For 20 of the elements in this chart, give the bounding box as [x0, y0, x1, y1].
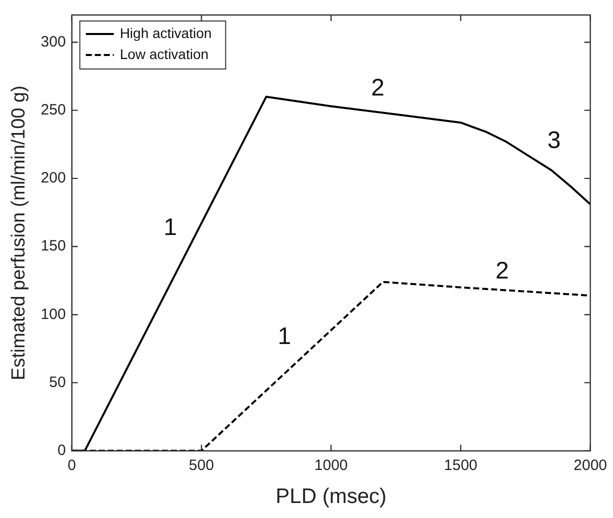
y-tick-label: 250 — [40, 101, 66, 118]
y-tick-label: 0 — [57, 442, 66, 459]
x-tick-label: 1000 — [314, 456, 348, 474]
x-axis-title: PLD (msec) — [276, 485, 386, 508]
annotation: 2 — [495, 258, 509, 285]
legend-label: High activation — [120, 24, 212, 41]
x-tick-label: 2000 — [574, 456, 608, 474]
x-tick-label: 500 — [188, 456, 214, 474]
y-tick-label: 300 — [40, 33, 66, 50]
y-tick-label: 200 — [40, 170, 66, 187]
y-tick-label: 150 — [40, 238, 66, 255]
annotation: 3 — [547, 127, 561, 154]
legend-label: Low activation — [120, 46, 209, 62]
annotation: 2 — [371, 74, 384, 102]
annotation: 1 — [278, 323, 292, 350]
x-tick-label: 1500 — [444, 456, 478, 474]
y-tick-label: 50 — [49, 374, 66, 391]
y-axis-title: Estimated perfusion (ml/min/100 g) — [8, 86, 30, 380]
y-tick-label: 100 — [40, 306, 66, 323]
annotation: 1 — [164, 214, 178, 242]
